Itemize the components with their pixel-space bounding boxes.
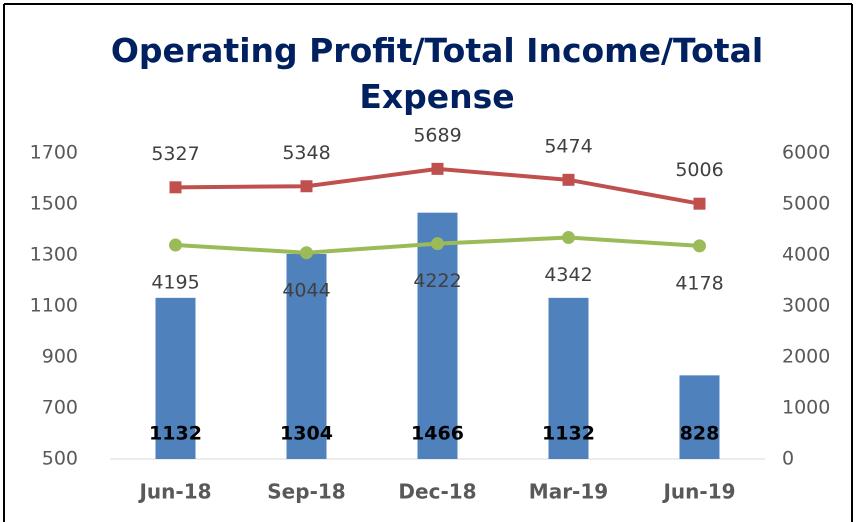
bar [417, 212, 458, 459]
y2-tick-label: 0 [782, 448, 794, 470]
data-label: 5006 [675, 159, 723, 181]
y2-tick-label: 2000 [782, 346, 830, 368]
marker [300, 246, 313, 260]
marker [693, 239, 706, 253]
data-label: 5689 [413, 124, 461, 146]
data-label: 4222 [413, 270, 461, 292]
marker [300, 180, 313, 193]
y2-tick-label: 1000 [782, 397, 830, 419]
data-label: 1132 [149, 423, 202, 445]
x-tick-label: Jun-19 [661, 480, 735, 504]
y2-tick-label: 6000 [782, 142, 830, 164]
data-label: 1304 [280, 423, 333, 445]
data-label: 5348 [282, 142, 330, 164]
bar [155, 297, 196, 459]
y-tick-label: 700 [42, 397, 78, 419]
y-tick-label: 1300 [30, 244, 78, 266]
bar [679, 375, 720, 459]
x-tick-label: Mar-19 [529, 480, 608, 504]
data-label: 4342 [544, 264, 592, 286]
data-label: 5327 [151, 143, 199, 165]
data-label: 1132 [542, 423, 595, 445]
data-label: 1466 [411, 423, 464, 445]
bar [286, 253, 327, 459]
marker [431, 237, 444, 251]
chart-title: Operating Profit/Total Income/Total Expe… [110, 31, 764, 116]
y-tick-label: 1500 [30, 193, 78, 215]
marker [169, 181, 182, 194]
data-label: 4195 [151, 272, 199, 294]
y2-tick-label: 4000 [782, 244, 830, 266]
data-label: 4178 [675, 272, 723, 294]
marker [562, 231, 575, 245]
marker [169, 238, 182, 252]
marker [562, 173, 575, 186]
x-tick-label: Dec-18 [398, 480, 476, 504]
bar [548, 297, 589, 459]
y-tick-label: 1100 [30, 295, 78, 317]
data-label: 5474 [544, 135, 592, 157]
data-label: 4044 [282, 279, 330, 301]
data-label: 828 [680, 423, 720, 445]
x-tick-label: Jun-18 [137, 480, 211, 504]
y-tick-label: 900 [42, 346, 78, 368]
x-tick-label: Sep-18 [267, 480, 345, 504]
marker [431, 162, 444, 175]
y2-tick-label: 5000 [782, 193, 830, 215]
marker [693, 197, 706, 210]
y2-tick-label: 3000 [782, 295, 830, 317]
y-tick-label: 500 [42, 448, 78, 470]
y-tick-label: 1700 [30, 142, 78, 164]
